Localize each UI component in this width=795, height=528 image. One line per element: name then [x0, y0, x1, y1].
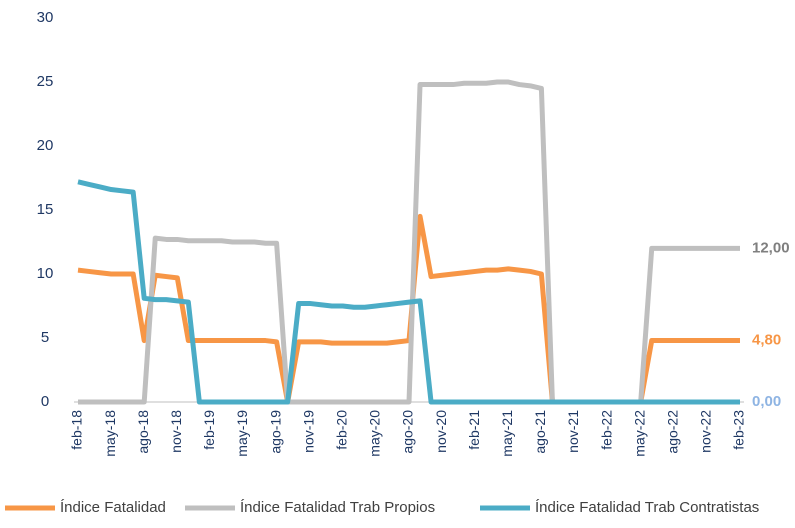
x-tick-label: may-21: [499, 410, 515, 457]
legend-label: Índice Fatalidad Trab Propios: [240, 499, 435, 516]
x-tick-label: ago-19: [267, 410, 283, 454]
x-tick-label: nov-20: [433, 410, 449, 453]
x-tick-label: nov-18: [168, 410, 184, 453]
x-tick-label: feb-22: [598, 410, 614, 450]
y-tick-label: 0: [41, 393, 49, 410]
x-tick-label: feb-19: [201, 410, 217, 450]
x-tick-label: ago-21: [532, 410, 548, 454]
x-tick-label: may-22: [631, 410, 647, 457]
x-tick-label: nov-21: [565, 410, 581, 453]
series-line: [77, 179, 740, 405]
y-tick-label: 20: [37, 137, 54, 154]
data-label: 4,80: [752, 332, 781, 349]
x-tick-label: may-19: [234, 410, 250, 457]
legend-label: Índice Fatalidad: [60, 499, 166, 516]
x-tick-label: nov-22: [698, 410, 714, 453]
x-tick-label: feb-21: [466, 410, 482, 450]
data-label: 0,00: [752, 393, 781, 410]
x-tick-label: ago-18: [135, 410, 151, 454]
series-line: [78, 79, 740, 405]
y-tick-label: 5: [41, 329, 49, 346]
data-label: 12,00: [752, 239, 790, 256]
x-tick-label: may-20: [367, 410, 383, 457]
y-tick-label: 25: [37, 73, 54, 90]
x-tick-label: feb-20: [334, 410, 350, 450]
y-tick-label: 30: [37, 9, 54, 26]
x-tick-label: ago-22: [665, 410, 681, 454]
x-tick-label: feb-18: [69, 410, 85, 450]
x-tick-label: may-18: [102, 410, 118, 457]
x-tick-label: ago-20: [400, 410, 416, 454]
y-tick-label: 10: [37, 265, 54, 282]
y-tick-label: 15: [37, 201, 54, 218]
legend-label: Índice Fatalidad Trab Contratistas: [535, 499, 759, 516]
x-tick-label: nov-19: [300, 410, 316, 453]
x-tick-label: feb-23: [731, 410, 747, 450]
